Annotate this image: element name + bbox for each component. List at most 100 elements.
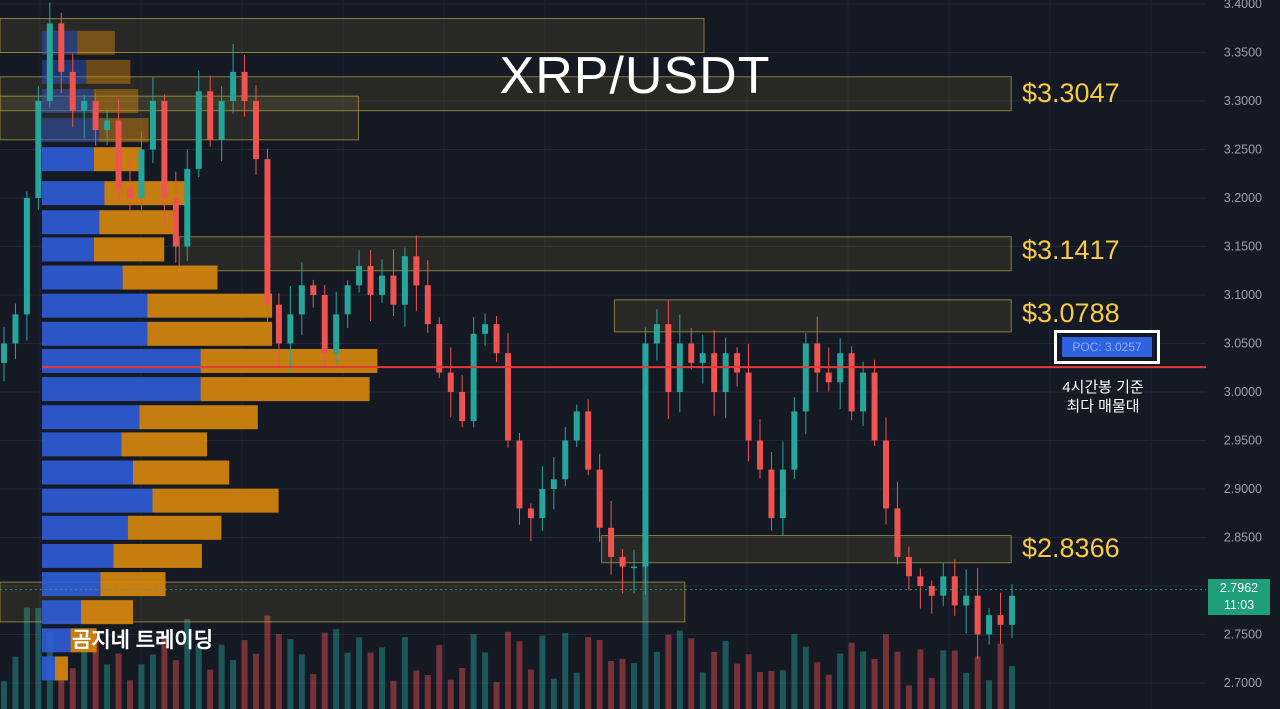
candle-body bbox=[459, 392, 466, 422]
profile-sell-bar bbox=[121, 432, 208, 457]
candle-body bbox=[986, 615, 993, 635]
volume-bar bbox=[482, 652, 489, 709]
volume-bar bbox=[58, 664, 65, 709]
y-tick-label: 2.9500 bbox=[1224, 434, 1262, 448]
y-tick-label: 3.1500 bbox=[1224, 240, 1262, 254]
candle-body bbox=[447, 372, 454, 392]
volume-bar bbox=[608, 660, 615, 709]
candle-body bbox=[963, 595, 970, 606]
profile-sell-bar bbox=[133, 460, 230, 485]
profile-sell-bar bbox=[100, 572, 166, 597]
volume-bar bbox=[401, 637, 408, 709]
zone-box bbox=[601, 535, 1012, 564]
volume-bar bbox=[814, 662, 821, 709]
candle-body bbox=[757, 440, 763, 470]
profile-sell-bar bbox=[113, 543, 202, 568]
volume-bar bbox=[138, 664, 145, 709]
candle-body bbox=[35, 101, 42, 198]
candle-body bbox=[390, 275, 397, 305]
volume-bar bbox=[791, 634, 798, 709]
profile-buy-bar bbox=[42, 348, 201, 373]
volume-bar bbox=[779, 670, 786, 709]
candle-body bbox=[1, 343, 7, 363]
volume-bar bbox=[241, 640, 248, 709]
candle-body bbox=[367, 265, 374, 295]
candle-body bbox=[46, 23, 53, 101]
candle-body bbox=[379, 275, 385, 295]
candle-body bbox=[653, 324, 660, 344]
volume-bar bbox=[986, 680, 993, 709]
y-tick-label: 3.4000 bbox=[1224, 0, 1262, 11]
profile-buy-bar bbox=[42, 321, 148, 346]
candle-body bbox=[287, 314, 294, 344]
zone-box bbox=[0, 95, 359, 141]
profile-buy-bar bbox=[42, 377, 201, 402]
watermark: 곰지네 트레이딩 bbox=[72, 629, 214, 652]
profile-sell-bar bbox=[94, 237, 165, 262]
candle-body bbox=[917, 576, 924, 586]
candle-body bbox=[642, 343, 649, 567]
y-tick-label: 2.7000 bbox=[1224, 676, 1262, 690]
candle-body bbox=[253, 101, 259, 160]
volume-bar bbox=[997, 643, 1004, 709]
poc-label: POC: 3.0257 bbox=[1062, 337, 1152, 357]
volume-bar bbox=[928, 678, 935, 709]
volume-bar bbox=[631, 663, 637, 709]
profile-buy-bar bbox=[42, 543, 114, 568]
profile-sell-bar bbox=[86, 59, 131, 84]
profile-sell-bar bbox=[147, 293, 273, 318]
profile-buy-bar bbox=[42, 237, 94, 262]
volume-bar bbox=[195, 645, 202, 709]
chart-title: XRP/USDT bbox=[499, 47, 771, 105]
y-tick-label: 2.7500 bbox=[1224, 628, 1262, 642]
volume-bar bbox=[837, 653, 844, 709]
volume-bar bbox=[757, 671, 763, 709]
level-label-1: $3.3047 bbox=[1022, 78, 1120, 108]
volume-bar bbox=[184, 619, 191, 709]
volume-bar bbox=[127, 680, 133, 709]
profile-buy-bar bbox=[42, 265, 123, 290]
candle-body bbox=[550, 479, 557, 489]
candle-body bbox=[149, 101, 156, 150]
candle-body bbox=[745, 372, 752, 441]
volume-bar bbox=[35, 607, 42, 709]
profile-sell-bar bbox=[55, 656, 68, 681]
candle-body bbox=[928, 586, 935, 596]
volume-bar bbox=[161, 635, 168, 709]
candle-body bbox=[23, 198, 30, 315]
profile-buy-bar bbox=[42, 600, 81, 625]
volume-bar bbox=[768, 670, 775, 709]
profile-sell-bar bbox=[147, 321, 273, 346]
candle-body bbox=[825, 372, 832, 383]
candle-body bbox=[802, 343, 809, 412]
volume-bar bbox=[699, 672, 706, 709]
profile-buy-bar bbox=[42, 293, 148, 318]
volume-bar bbox=[676, 630, 683, 709]
zone-box bbox=[178, 236, 1012, 272]
candle-body bbox=[298, 285, 305, 315]
candle-countdown: 11:03 bbox=[1223, 598, 1255, 612]
candle-body bbox=[333, 314, 340, 354]
volume-bar bbox=[470, 634, 477, 709]
level-label-4: $2.8366 bbox=[1022, 533, 1120, 563]
y-tick-label: 3.3500 bbox=[1224, 46, 1262, 60]
volume-bar bbox=[379, 647, 385, 709]
profile-buy-bar bbox=[42, 656, 55, 681]
candle-body bbox=[356, 265, 363, 286]
candle-body bbox=[470, 333, 477, 422]
profile-sell-bar bbox=[139, 405, 258, 430]
candle-body bbox=[665, 324, 672, 392]
profile-sell-bar bbox=[200, 348, 378, 373]
profile-sell-bar bbox=[152, 488, 279, 513]
volume-bar bbox=[505, 631, 511, 709]
profile-sell-bar bbox=[122, 265, 218, 290]
current-price: 2.7962 bbox=[1219, 581, 1259, 595]
profile-buy-bar bbox=[42, 572, 101, 597]
volume-bar bbox=[802, 646, 809, 709]
candle-body bbox=[344, 285, 351, 315]
volume-bar bbox=[218, 644, 225, 709]
volume-bar bbox=[665, 634, 672, 709]
y-tick-label: 3.3000 bbox=[1224, 94, 1262, 108]
